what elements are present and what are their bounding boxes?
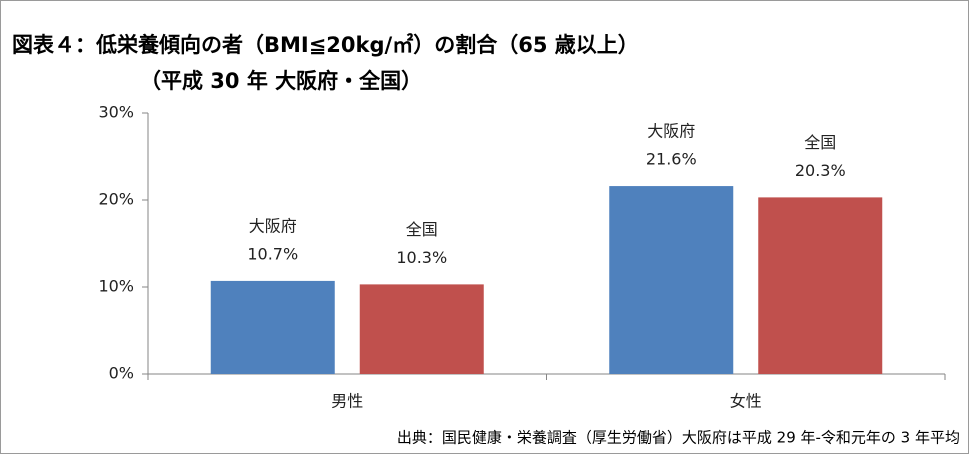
series-name-label: 全国 bbox=[804, 133, 836, 152]
y-tick-label: 20% bbox=[98, 190, 134, 209]
data-label: 10.7% bbox=[247, 244, 298, 263]
data-label: 20.3% bbox=[795, 161, 846, 180]
source-note: 出典：国民健康・栄養調査（厚生労働省）大阪府は平成 29 年-令和元年の 3 年… bbox=[397, 429, 960, 447]
series-name-label: 全国 bbox=[406, 220, 438, 239]
bar bbox=[210, 280, 335, 374]
y-tick-label: 0% bbox=[109, 364, 134, 383]
bar bbox=[609, 186, 734, 374]
bar bbox=[758, 197, 883, 374]
data-label: 10.3% bbox=[396, 248, 447, 267]
chart-subtitle: （平成 30 年 大阪府・全国） bbox=[140, 69, 422, 93]
data-label: 21.6% bbox=[646, 150, 697, 169]
series-name-label: 大阪府 bbox=[249, 216, 297, 235]
y-tick-label: 10% bbox=[98, 277, 134, 296]
chart-title: 図表４：低栄養傾向の者（BMI≦20kg/㎡）の割合（65 歳以上） bbox=[12, 33, 639, 57]
series-name-label: 大阪府 bbox=[647, 122, 695, 141]
x-tick-label: 男性 bbox=[331, 392, 363, 411]
bar bbox=[359, 284, 484, 374]
x-tick-label: 女性 bbox=[730, 392, 762, 411]
y-tick-label: 30% bbox=[98, 103, 134, 122]
